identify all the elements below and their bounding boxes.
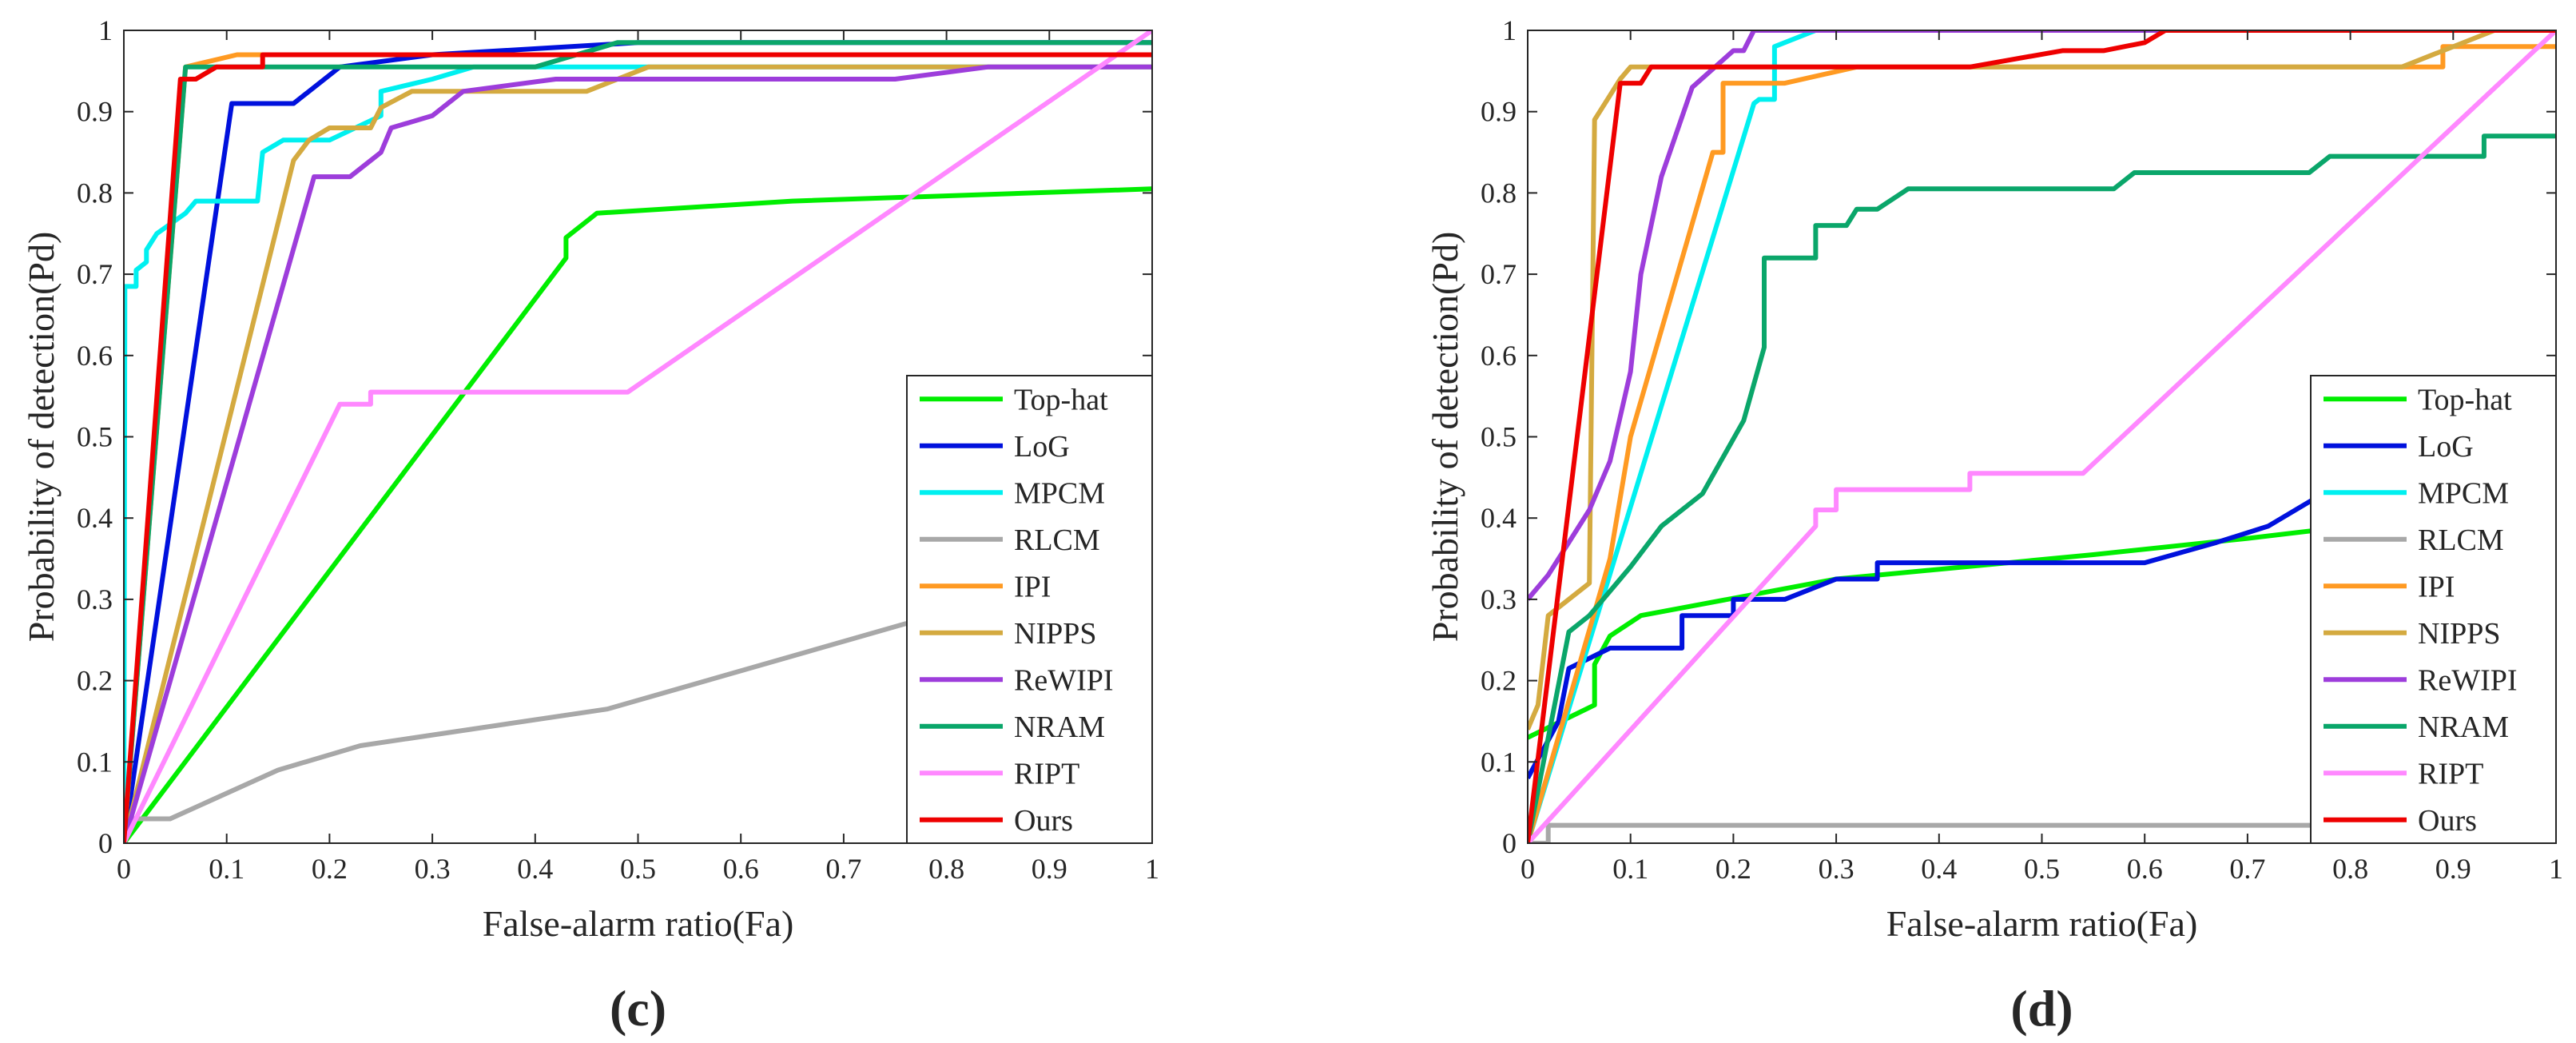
x-axis-label: False-alarm ratio(Fa)	[483, 903, 794, 944]
y-tick-label: 0.3	[77, 583, 113, 615]
y-axis-label: Probability of detection(Pd)	[21, 232, 62, 643]
series-line-top-hat	[1528, 523, 2351, 740]
legend-box	[2310, 375, 2557, 844]
y-tick-label: 0	[1502, 827, 1517, 859]
legend-label: Ours	[2418, 804, 2477, 838]
legend-label: IPI	[1014, 570, 1051, 603]
x-tick-label: 0.9	[1032, 853, 1067, 885]
legend-label: RLCM	[2418, 523, 2504, 557]
y-tick-label: 0.6	[77, 340, 113, 372]
series-line-ipi	[1528, 44, 2556, 843]
series-line-top-hat	[124, 186, 1152, 843]
y-tick-label: 0.7	[77, 258, 113, 290]
series-line-nram	[1528, 133, 2556, 843]
series-group	[124, 30, 1152, 843]
x-tick-label: 0.2	[312, 853, 348, 885]
y-tick-label: 0.3	[1481, 583, 1517, 615]
legend: Top-hat LoG MPCM RLCM IPI NIPPS ReWIPI NRAM RIPT…	[906, 375, 1153, 844]
series-group	[1528, 30, 2556, 843]
y-tick-label: 0.2	[77, 665, 113, 697]
legend-label: NIPPS	[1014, 617, 1097, 651]
series-line-mpcm	[1528, 30, 2556, 843]
legend-label: ReWIPI	[1014, 663, 1114, 697]
legend-label: MPCM	[2418, 476, 2509, 510]
x-tick-label: 1	[1145, 853, 1159, 885]
series-line-log	[1528, 475, 2352, 780]
legend-label: Top-hat	[1014, 383, 1108, 416]
x-tick-label: 0.3	[1819, 853, 1854, 885]
series-line-ript	[124, 30, 1152, 843]
panel-label: (d)	[2010, 980, 2073, 1037]
legend-label: IPI	[2418, 570, 2455, 603]
y-tick-label: 0.2	[1481, 665, 1517, 697]
x-tick-label: 0.5	[620, 853, 656, 885]
series-line-rlcm	[1528, 822, 2556, 843]
x-tick-label: 0.6	[2127, 853, 2163, 885]
x-tick-label: 0.7	[825, 853, 861, 885]
y-tick-label: 1	[1502, 14, 1517, 46]
series-line-mpcm	[124, 64, 1152, 843]
x-tick-label: 0.9	[2435, 853, 2471, 885]
x-tick-label: 0.6	[723, 853, 759, 885]
y-tick-label: 0.9	[77, 96, 113, 128]
legend-label: RIPT	[1014, 757, 1079, 790]
legend-label: NRAM	[1014, 711, 1105, 744]
y-tick-label: 0.9	[1481, 96, 1517, 128]
y-tick-label: 1	[98, 14, 113, 46]
chart-panel-1: 0 0.1 0.2 0.3 0.4 0.5 0.6 0.7 0.8 0.9 1 0 0.1 0.2 0.3 0…	[21, 14, 1159, 1037]
x-tick-label: 0.3	[415, 853, 451, 885]
chart-panel-2: 0 0.1 0.2 0.3 0.4 0.5 0.6 0.7 0.8 0.9 1 0 0.1 0.2 0.3 0…	[1425, 14, 2563, 1037]
x-tick-label: 0.1	[209, 853, 244, 885]
legend-label: Ours	[1014, 804, 1073, 838]
x-tick-label: 0.1	[1612, 853, 1648, 885]
series-line-nipps	[124, 64, 1152, 843]
x-tick-label: 0.4	[1921, 853, 1957, 885]
y-tick-label: 0.4	[77, 502, 113, 534]
y-tick-label: 0.1	[77, 746, 113, 778]
x-tick-label: 0.2	[1715, 853, 1751, 885]
series-line-nipps	[1528, 30, 2556, 730]
legend: Top-hat LoG MPCM RLCM IPI NIPPS ReWIPI NRAM RIPT…	[2310, 375, 2557, 844]
legend-label: ReWIPI	[2418, 663, 2518, 697]
series-line-rewipi	[124, 64, 1152, 843]
legend-label: RLCM	[1014, 523, 1100, 557]
legend-label: RIPT	[2418, 757, 2483, 790]
legend-box	[906, 375, 1153, 844]
legend-label: LoG	[2418, 430, 2474, 464]
x-tick-label: 0.5	[2024, 853, 2060, 885]
y-tick-label: 0.1	[1481, 746, 1517, 778]
y-tick-label: 0.7	[1481, 258, 1517, 290]
x-tick-label: 0	[1521, 853, 1535, 885]
y-tick-label: 0	[98, 827, 113, 859]
panel-label: (c)	[610, 980, 666, 1037]
series-line-ours	[1528, 30, 2556, 843]
x-tick-label: 0.7	[2229, 853, 2265, 885]
x-tick-label: 0.8	[928, 853, 964, 885]
y-tick-label: 0.4	[1481, 502, 1517, 534]
x-tick-label: 1	[2549, 853, 2563, 885]
series-line-rewipi	[1528, 30, 2556, 601]
y-tick-label: 0.8	[77, 177, 113, 209]
x-tick-label: 0.8	[2332, 853, 2368, 885]
y-tick-label: 0.5	[1481, 421, 1517, 453]
legend-label: MPCM	[1014, 476, 1105, 510]
legend-label: NRAM	[2418, 711, 2509, 744]
legend-label: Top-hat	[2418, 383, 2512, 416]
series-line-ript	[1528, 30, 2556, 843]
legend-label: LoG	[1014, 430, 1070, 464]
y-tick-label: 0.6	[1481, 340, 1517, 372]
series-line-ours	[124, 52, 1152, 843]
y-tick-label: 0.5	[77, 421, 113, 453]
series-line-nram	[124, 40, 1152, 843]
y-axis-label: Probability of detection(Pd)	[1425, 232, 1465, 643]
x-axis-label: False-alarm ratio(Fa)	[1886, 903, 2198, 944]
x-tick-label: 0.4	[517, 853, 553, 885]
x-tick-label: 0	[117, 853, 131, 885]
legend-label: NIPPS	[2418, 617, 2501, 651]
y-tick-label: 0.8	[1481, 177, 1517, 209]
